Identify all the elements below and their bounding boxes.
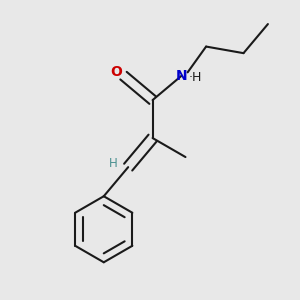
Text: H: H bbox=[109, 157, 118, 170]
Text: ·H: ·H bbox=[189, 71, 202, 84]
Text: O: O bbox=[110, 65, 122, 80]
Text: N: N bbox=[176, 69, 188, 83]
